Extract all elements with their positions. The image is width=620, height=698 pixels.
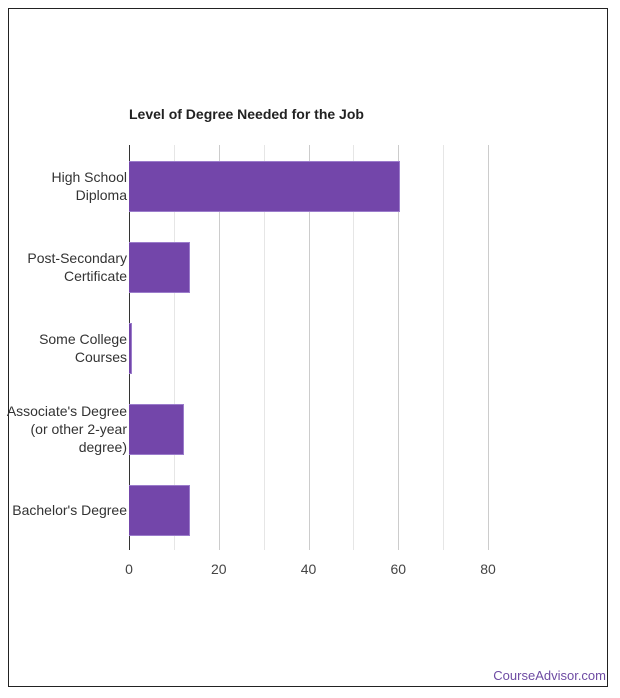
gridline (308, 145, 310, 550)
category-label-line: Courses (74, 349, 127, 365)
gridline (398, 145, 400, 550)
gridline (173, 145, 175, 550)
x-tick-label: 60 (390, 561, 407, 577)
category-label-line: Post-Secondary (27, 250, 127, 266)
category-label: High School Diploma (52, 168, 128, 204)
chart-frame (8, 8, 608, 687)
gridline (218, 145, 220, 550)
bar[interactable] (129, 242, 190, 293)
bar[interactable] (129, 161, 401, 212)
source-credit[interactable]: CourseAdvisor.com (493, 668, 606, 683)
bar[interactable] (129, 323, 133, 374)
x-tick-label: 0 (125, 561, 133, 577)
bar[interactable] (129, 485, 190, 536)
category-label-line: Certificate (63, 268, 127, 284)
category-label-line: Some College (39, 331, 127, 347)
bar[interactable] (129, 404, 185, 455)
x-tick-label: 40 (300, 561, 317, 577)
category-label: Some College Courses (39, 330, 127, 366)
category-label-line: Associate's Degree (6, 403, 127, 419)
category-label-line: Bachelor's Degree (12, 502, 127, 518)
gridline (353, 145, 355, 550)
category-label-line: High School (51, 169, 128, 185)
category-label: Associate's Degree (or other 2-year degree… (7, 402, 127, 456)
x-tick-label: 80 (480, 561, 496, 577)
gridline (488, 145, 489, 550)
gridline (443, 145, 445, 550)
gridline (263, 145, 265, 550)
plot-area (129, 145, 489, 550)
category-label-line: Diploma (75, 187, 127, 203)
category-label: Post-Secondary Certificate (27, 249, 127, 285)
category-label-line: (or other 2-year (30, 421, 127, 437)
category-label-line: degree) (78, 439, 127, 455)
chart-title: Level of Degree Needed for the Job (129, 106, 364, 122)
x-tick-label: 20 (210, 561, 227, 577)
category-label: Bachelor's Degree (12, 501, 127, 519)
